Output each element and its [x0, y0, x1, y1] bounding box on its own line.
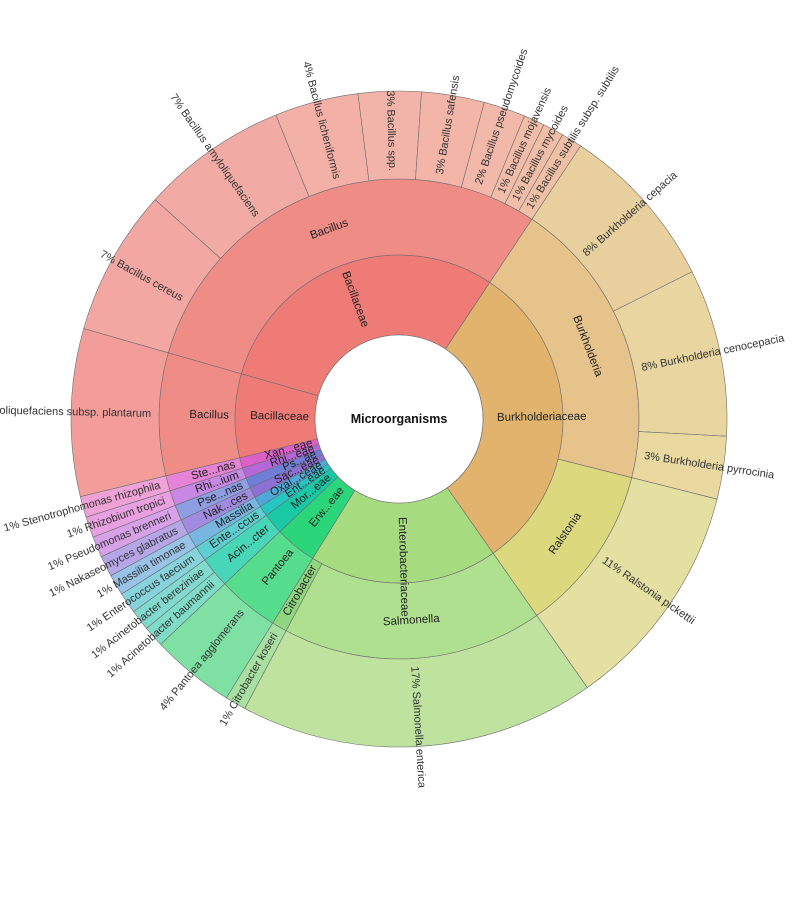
species-bacillus-amyloliquefaciens-subsp-plantarum-label: 8% Bacillus amyloliquefaciens subsp. pla… [0, 403, 151, 420]
genus-label-bacillus: Bacillus [189, 409, 229, 422]
center-circle[interactable] [314, 334, 484, 504]
species-wedge-bacillus-amyloliquefaciens-subsp-plantarum[interactable] [70, 328, 169, 497]
species-bacillus-spp-label: 3% Bacillus spp. [384, 90, 398, 171]
genus-label-salmonella: Salmonella [383, 613, 441, 628]
family-label-enterobacteriaceae: Enterobacteriaceae [396, 517, 411, 617]
chart-wedges [70, 90, 728, 748]
family-label-bacillaceae: Bacillaceae [250, 410, 309, 423]
center-label: Microorganisms [351, 412, 448, 426]
family-label-burkholderiaceae: Burkholderiaceae [497, 411, 587, 424]
